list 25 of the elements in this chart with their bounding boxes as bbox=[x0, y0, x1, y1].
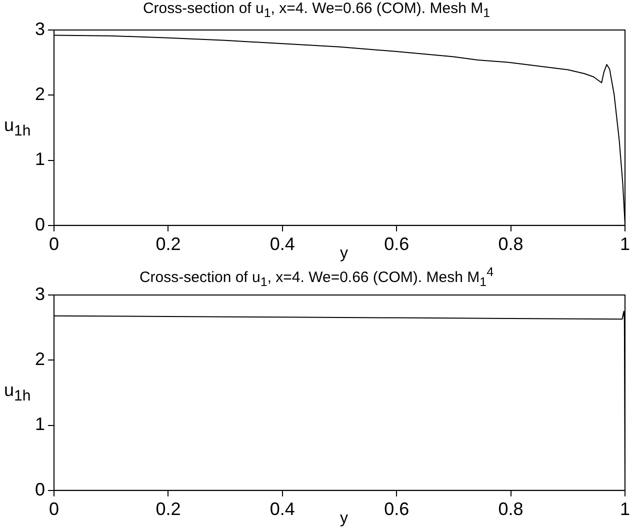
x-tick-label: 1 bbox=[620, 499, 630, 520]
x-tick-label: 0 bbox=[49, 234, 60, 254]
y-tick-label: 0 bbox=[34, 479, 46, 500]
y-axis-title: u$_{1h}$ bbox=[4, 115, 31, 140]
x-axis-title: y bbox=[340, 510, 348, 528]
x-tick-label: 0.8 bbox=[498, 234, 524, 254]
y-tick-label: 2 bbox=[34, 349, 46, 370]
y-tick-label: 0 bbox=[34, 214, 46, 234]
x-tick-label: 0.6 bbox=[384, 499, 410, 520]
y-axis-title: u$_{1h}$ bbox=[4, 380, 31, 405]
y-tick-label: 1 bbox=[34, 414, 46, 434]
y-tick-label: 1 bbox=[34, 149, 46, 170]
x-tick-label: 0.2 bbox=[156, 234, 181, 254]
x-tick-label: 0.4 bbox=[270, 499, 295, 520]
y-tick-label: 2 bbox=[34, 84, 46, 104]
y-tick-label: 3 bbox=[34, 284, 46, 304]
x-axis-title: y bbox=[340, 245, 348, 263]
y-tick-label: 3 bbox=[34, 18, 46, 39]
chart-title: Cross-section of u$_{1}$, x=4. We=0.66 (COM). Mesh M$_{1}$ bbox=[142, 0, 492, 20]
x-tick-label: 1 bbox=[620, 234, 630, 254]
x-tick-label: 0 bbox=[49, 499, 60, 520]
x-tick-label: 0.4 bbox=[270, 234, 295, 254]
x-tick-label: 0.8 bbox=[498, 499, 524, 520]
x-tick-label: 0.6 bbox=[384, 234, 410, 254]
x-tick-label: 0.2 bbox=[156, 499, 181, 520]
